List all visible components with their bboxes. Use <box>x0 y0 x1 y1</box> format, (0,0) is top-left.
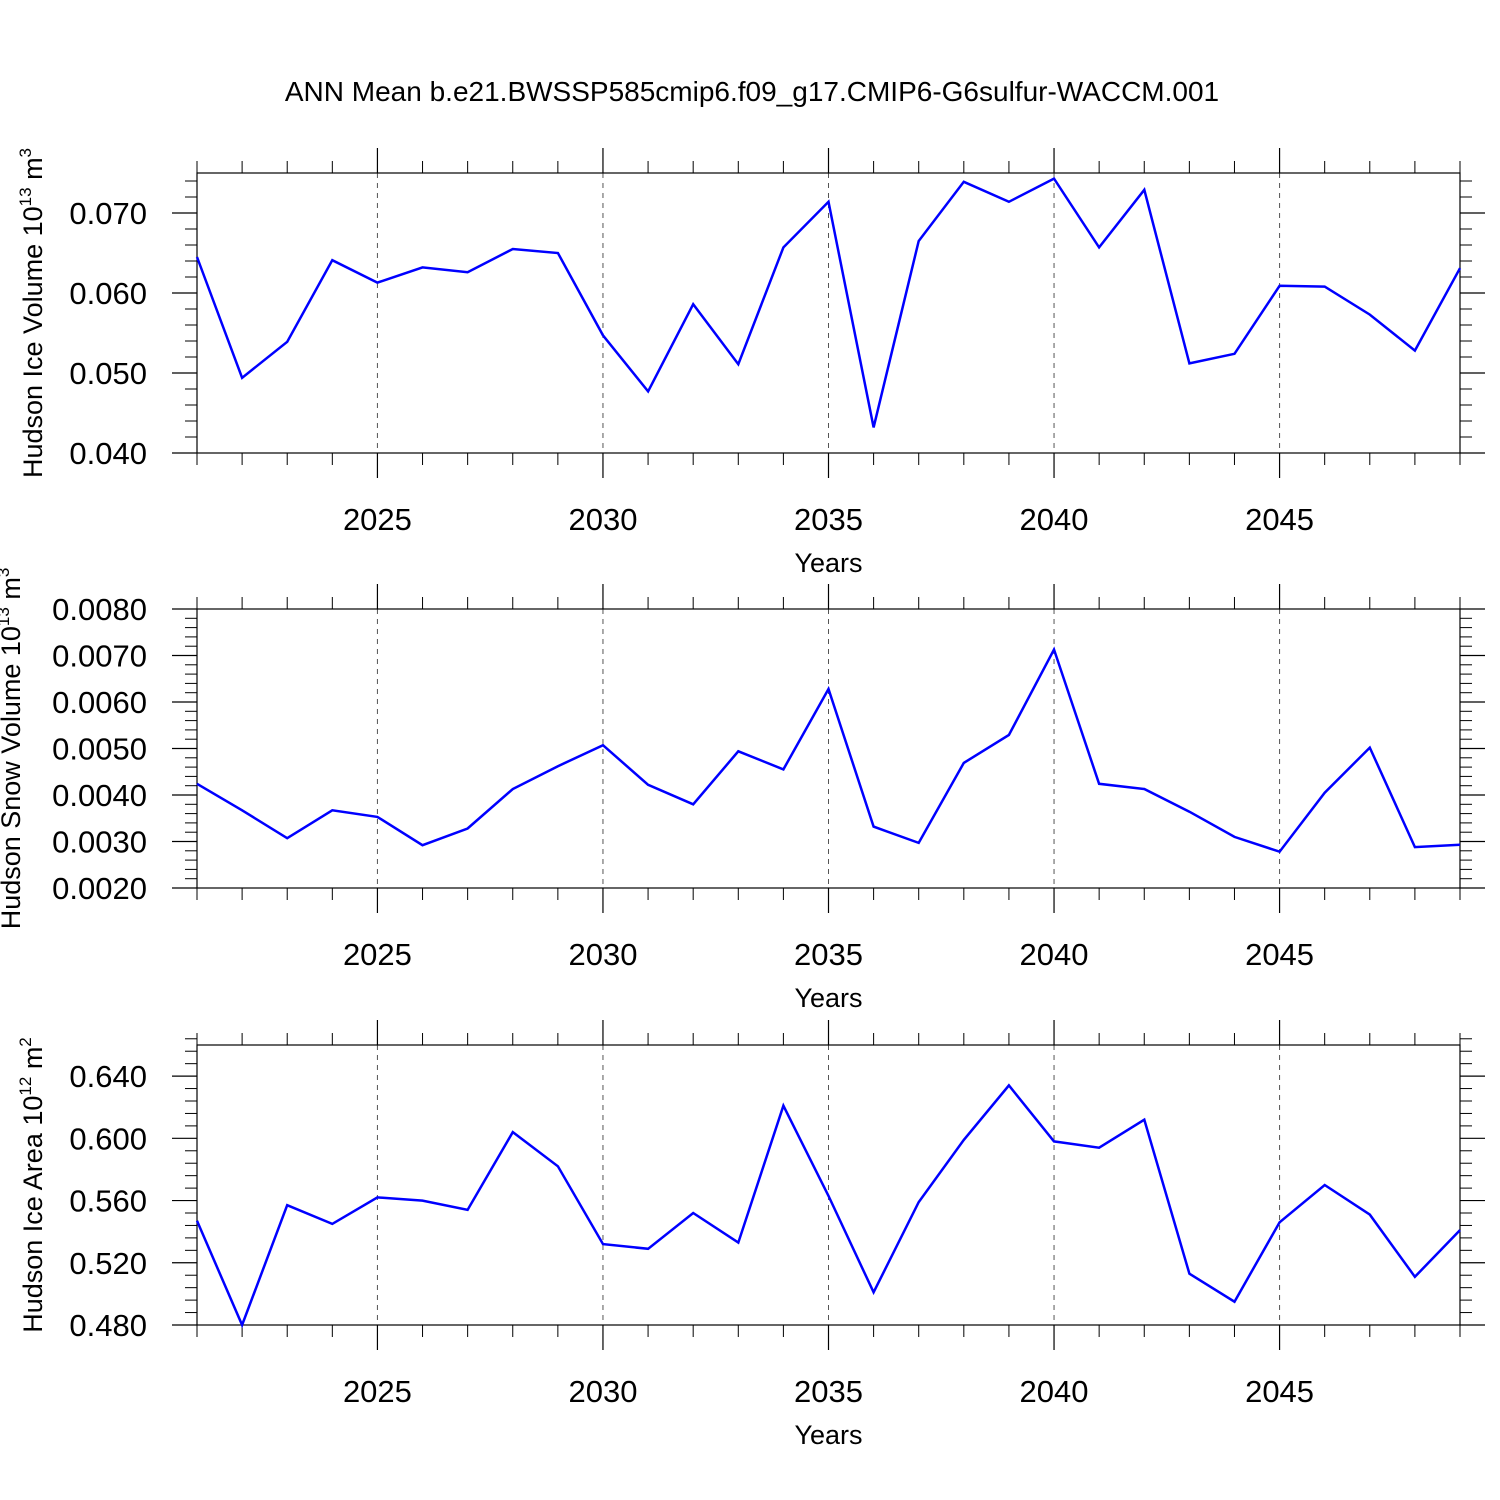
y-tick-label-0.520: 0.520 <box>69 1246 147 1281</box>
x-axis-title: Years <box>794 1420 862 1450</box>
y-axis-title-main: Hudson Ice Area 10 <box>18 1096 48 1333</box>
chart-panel-1: 2025 2030 2035 2040 2045 0.040 0.050 0.060 0.070… <box>16 148 1485 578</box>
y-tick-label-0.0070: 0.0070 <box>52 639 147 674</box>
x-tick-label-2025: 2025 <box>343 1374 412 1409</box>
y-tick-label-0.0030: 0.0030 <box>52 825 147 860</box>
x-tick-label-2035: 2035 <box>794 502 863 537</box>
x-tick-label-2035: 2035 <box>794 937 863 972</box>
figure-title: ANN Mean b.e21.BWSSP585cmip6.f09_g17.CMI… <box>285 76 1219 107</box>
y-axis-title-unit: m <box>18 157 48 187</box>
data-series-line <box>196 646 1461 854</box>
y-axis-title: Hudson Ice Volume 1013 m3 <box>16 148 48 478</box>
x-tick-label-2025: 2025 <box>343 937 412 972</box>
x-tick-label-2025: 2025 <box>343 502 412 537</box>
y-tick-label-0.640: 0.640 <box>69 1059 147 1094</box>
y-axis-title-unit-exponent: 3 <box>16 148 35 157</box>
y-axis-title-exponent: 13 <box>16 187 35 206</box>
y-axis-title-exponent: 12 <box>16 1077 35 1096</box>
y-axis-title-unit-exponent: 3 <box>0 568 13 577</box>
chart-panels: 2025 2030 2035 2040 2045 0.040 0.050 0.060 0.070… <box>0 148 1485 1450</box>
y-tick-label-0.480: 0.480 <box>69 1308 147 1343</box>
x-tick-label-2040: 2040 <box>1020 502 1089 537</box>
x-tick-label-2045: 2045 <box>1245 937 1314 972</box>
x-tick-label-2040: 2040 <box>1020 1374 1089 1409</box>
y-axis-title-exponent: 13 <box>0 607 13 626</box>
y-axis-title-unit-exponent: 2 <box>16 1037 35 1046</box>
data-series-line <box>195 1083 1461 1329</box>
y-tick-label-0.0080: 0.0080 <box>52 592 147 627</box>
y-tick-label-0.060: 0.060 <box>69 276 147 311</box>
x-axis-title: Years <box>794 548 862 578</box>
y-tick-label-0.0040: 0.0040 <box>52 778 147 813</box>
y-axis-title-main: Hudson Snow Volume 10 <box>0 626 26 929</box>
chart-panel-3: 2025 2030 2035 2040 2045 0.480 0.520 0.560 0.600… <box>16 1020 1485 1450</box>
x-tick-label-2030: 2030 <box>568 937 637 972</box>
chart-panel-2: 2025 2030 2035 2040 2045 0.0020 0.0030 0.0040 0.… <box>0 568 1485 1013</box>
y-tick-label-0.070: 0.070 <box>69 196 147 231</box>
x-tick-label-2045: 2045 <box>1245 1374 1314 1409</box>
y-tick-label-0.600: 0.600 <box>69 1121 147 1156</box>
y-tick-label-0.0020: 0.0020 <box>52 871 147 906</box>
y-tick-label-0.0050: 0.0050 <box>52 732 147 767</box>
x-tick-label-2045: 2045 <box>1245 502 1314 537</box>
x-tick-label-2035: 2035 <box>794 1374 863 1409</box>
y-tick-label-0.050: 0.050 <box>69 356 147 391</box>
x-tick-label-2030: 2030 <box>568 502 637 537</box>
y-tick-label-0.040: 0.040 <box>69 436 147 471</box>
y-axis-title-main: Hudson Ice Volume 10 <box>18 206 48 478</box>
y-axis-title: Hudson Ice Area 1012 m2 <box>16 1037 48 1333</box>
y-axis-title: Hudson Snow Volume 1013 m3 <box>0 568 26 930</box>
y-axis-title-unit: m <box>0 577 26 607</box>
x-axis-title: Years <box>794 983 862 1013</box>
x-tick-label-2040: 2040 <box>1020 937 1089 972</box>
x-tick-label-2030: 2030 <box>568 1374 637 1409</box>
y-tick-label-0.560: 0.560 <box>69 1184 147 1219</box>
y-axis-title-unit: m <box>18 1047 48 1077</box>
y-tick-label-0.0060: 0.0060 <box>52 685 147 720</box>
